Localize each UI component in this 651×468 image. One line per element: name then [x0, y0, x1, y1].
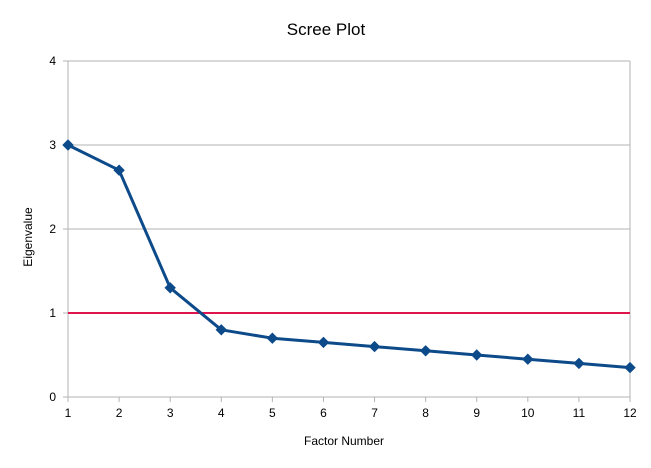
data-point	[113, 164, 125, 176]
x-tick-label: 10	[521, 406, 535, 420]
x-tick-label: 6	[320, 406, 327, 420]
x-tick-labels: 1 2 3 4 5 6 7 8 9 10 11 12	[65, 406, 637, 420]
data-point	[62, 139, 74, 151]
grid-lines	[68, 60, 630, 314]
y-axis-title: Eigenvalue	[21, 207, 35, 267]
data-point	[573, 357, 585, 370]
y-tick-label: 1	[49, 306, 56, 320]
data-point	[368, 340, 381, 353]
x-tick-label: 1	[65, 406, 72, 420]
series-line	[67, 143, 631, 370]
y-tick-label: 4	[49, 54, 56, 68]
data-point	[317, 336, 330, 349]
x-tick-label: 3	[167, 406, 174, 420]
data-point	[419, 345, 432, 357]
x-tick-label: 8	[422, 406, 429, 420]
y-tick-labels: 0 1 2 3 4	[49, 54, 56, 404]
x-tick-label: 7	[371, 406, 378, 420]
x-tick-label: 12	[623, 406, 637, 420]
data-point	[215, 324, 227, 336]
x-tick-label: 2	[116, 406, 123, 420]
data-series	[62, 139, 636, 374]
data-point	[522, 353, 534, 365]
axes	[63, 60, 631, 402]
chart-title: Scree Plot	[287, 20, 366, 39]
data-point	[266, 332, 279, 344]
data-point	[471, 349, 483, 361]
x-tick-label: 9	[473, 406, 480, 420]
x-tick-label: 5	[269, 406, 276, 420]
x-tick-label: 4	[218, 406, 225, 420]
y-tick-label: 0	[49, 390, 56, 404]
x-axis-title: Factor Number	[304, 434, 384, 448]
x-tick-label: 11	[573, 406, 586, 420]
data-point	[164, 282, 176, 294]
y-tick-label: 2	[49, 222, 56, 236]
y-tick-label: 3	[49, 138, 56, 152]
data-point	[624, 361, 636, 374]
